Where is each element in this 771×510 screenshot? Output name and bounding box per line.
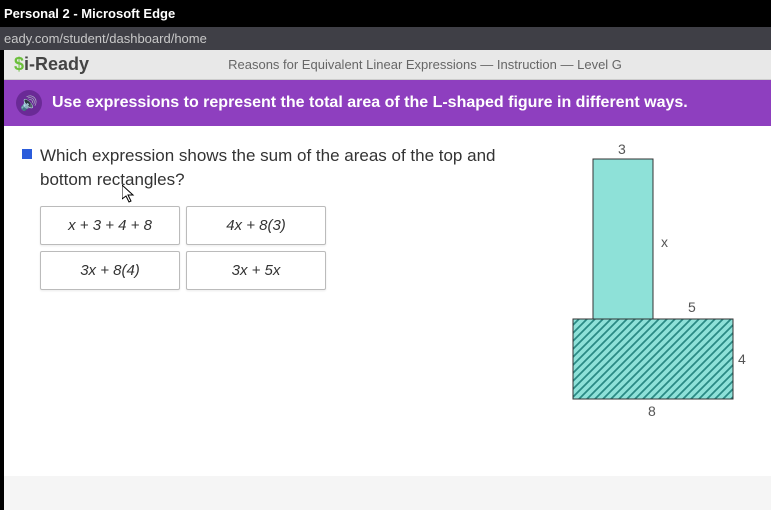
- option-a[interactable]: x + 3 + 4 + 8: [40, 206, 180, 245]
- option-c[interactable]: 3x + 8(4): [40, 251, 180, 290]
- l-shape-figure: 3 x 5 4 8: [533, 149, 743, 449]
- instruction-bar: 🔊 Use expressions to represent the total…: [4, 80, 771, 126]
- lesson-title: Reasons for Equivalent Linear Expression…: [89, 57, 761, 72]
- speaker-icon: 🔊: [20, 95, 37, 112]
- label-right-lower: 4: [738, 351, 746, 367]
- app-window: $i-Ready Reasons for Equivalent Linear E…: [4, 50, 771, 510]
- label-top: 3: [618, 141, 626, 157]
- l-shape-svg: [533, 149, 743, 449]
- figure-column: 3 x 5 4 8: [523, 144, 753, 458]
- instruction-text: Use expressions to represent the total a…: [52, 94, 688, 112]
- question-column: Which expression shows the sum of the ar…: [22, 144, 523, 458]
- label-right-upper: x: [661, 234, 668, 250]
- answer-options: x + 3 + 4 + 8 4x + 8(3) 3x + 8(4) 3x + 5…: [40, 206, 523, 290]
- option-b[interactable]: 4x + 8(3): [186, 206, 326, 245]
- audio-button[interactable]: 🔊: [16, 90, 42, 116]
- label-bottom: 8: [648, 403, 656, 419]
- logo-icon: $: [14, 54, 24, 74]
- app-logo: $i-Ready: [14, 54, 89, 75]
- browser-title-bar: Personal 2 - Microsoft Edge: [0, 0, 771, 27]
- content-area: Which expression shows the sum of the ar…: [4, 126, 771, 476]
- label-right-mid: 5: [688, 299, 696, 315]
- question-text: Which expression shows the sum of the ar…: [40, 144, 523, 192]
- bullet-icon: [22, 149, 32, 159]
- browser-url-bar[interactable]: eady.com/student/dashboard/home: [0, 27, 771, 50]
- question-block: Which expression shows the sum of the ar…: [22, 144, 523, 192]
- app-header: $i-Ready Reasons for Equivalent Linear E…: [4, 50, 771, 80]
- logo-text: i-Ready: [24, 54, 89, 74]
- option-d[interactable]: 3x + 5x: [186, 251, 326, 290]
